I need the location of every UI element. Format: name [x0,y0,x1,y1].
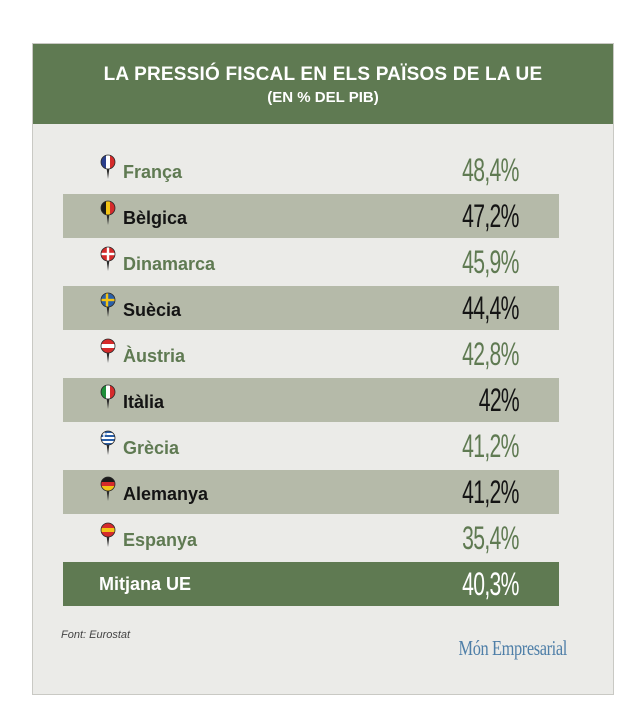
country-row: Bèlgica 47,2% [63,194,559,238]
flag-pin-icon [100,292,116,317]
country-row: Espanya 35,4% [63,516,559,560]
country-row: Àustria 42,8% [63,332,559,376]
country-row: Itàlia 42% [63,378,559,422]
country-name: Bèlgica [123,208,188,228]
average-row: Mitjana UE 40,3% [63,562,559,606]
country-value: 41,2% [462,474,519,510]
country-value: 42% [478,382,520,418]
country-name: Dinamarca [123,254,216,274]
average-label: Mitjana UE [99,574,192,594]
flag-pin-icon [100,200,116,225]
flag-pin-icon [100,522,116,547]
flag-pin-icon [100,430,116,455]
country-name: Itàlia [123,392,165,412]
country-row: Grècia 41,2% [63,424,559,468]
country-row: Alemanya 41,2% [63,470,559,514]
country-name: Alemanya [123,484,209,504]
country-value: 42,8% [462,336,519,372]
country-row: Suècia 44,4% [63,286,559,330]
country-value: 41,2% [462,428,519,464]
average-value: 40,3% [462,566,519,602]
country-value: 48,4% [462,152,519,188]
brand-logo: Món Empresarial [458,636,568,660]
country-value: 47,2% [462,198,519,234]
flag-pin-icon [100,154,116,179]
country-row: França 48,4% [63,148,559,192]
flag-pin-icon [100,246,116,271]
chart-title: LA PRESSIÓ FISCAL EN ELS PAÏSOS DE LA UE [103,64,543,85]
source-note: Font: Eurostat [61,629,131,641]
country-name: Grècia [123,438,180,458]
country-row: Dinamarca 45,9% [63,240,559,284]
flag-pin-icon [100,338,116,363]
country-value: 35,4% [462,520,519,556]
country-name: Àustria [123,346,186,366]
country-name: Suècia [123,300,182,320]
country-value: 45,9% [462,244,519,280]
country-name: França [123,162,183,182]
chart-card: LA PRESSIÓ FISCAL EN ELS PAÏSOS DE LA UE… [32,43,614,695]
country-name: Espanya [123,530,198,550]
chart-subtitle: (EN % DEL PIB) [267,89,379,106]
country-value: 44,4% [462,290,519,326]
chart-header: LA PRESSIÓ FISCAL EN ELS PAÏSOS DE LA UE… [33,44,613,124]
flag-pin-icon [100,476,116,501]
flag-pin-icon [100,384,116,409]
